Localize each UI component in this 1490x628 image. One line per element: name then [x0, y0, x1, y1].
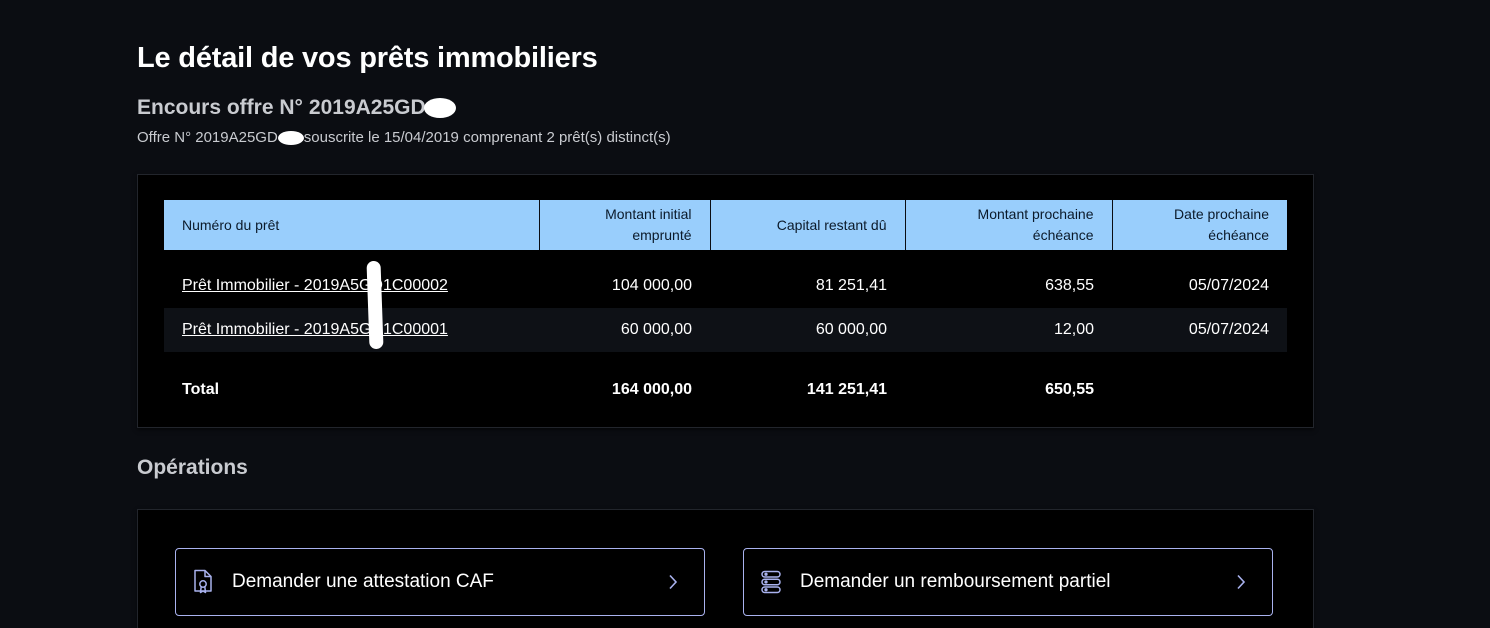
loans-table: Numéro du prêt Montant initial emprunté C… [164, 200, 1287, 428]
chevron-right-icon [1236, 574, 1250, 590]
loan-number-cell: Prêt Immobilier - 2019A5GD1C00001 [164, 308, 539, 352]
next-amount-cell: 638,55 [1045, 277, 1094, 294]
loan-link-1[interactable]: Prêt Immobilier - 2019A5GD1C00002 [182, 277, 448, 294]
offer-subtitle: Encours offre N° 2019A25GD [137, 96, 456, 120]
stacked-coins-icon [760, 569, 782, 595]
remaining-capital-cell: 81 251,41 [815, 277, 887, 294]
remaining-capital-cell: 60 000,00 [710, 308, 905, 352]
initial-amount-cell: 60 000,00 [539, 308, 710, 352]
next-amount-cell: 12,00 [905, 308, 1112, 352]
request-partial-repayment-button[interactable]: Demander un remboursement partiel [743, 548, 1273, 616]
subtitle-offer-number: 2019A25GD [308, 96, 426, 119]
request-partial-repayment-label: Demander un remboursement partiel [800, 571, 1111, 592]
table-row: Prêt Immobilier - 2019A5GD1C00002 104 00… [164, 250, 1287, 308]
offer-suffix: souscrite le 15/04/2019 comprenant 2 prê… [303, 129, 671, 146]
total-label: Total [182, 381, 220, 398]
table-header-row: Numéro du prêt Montant initial emprunté C… [164, 200, 1287, 250]
initial-amount-cell: 104 000,00 [611, 277, 692, 294]
total-next-amount: 650,55 [1045, 381, 1094, 398]
subtitle-prefix: Encours offre N° [137, 96, 303, 119]
column-header-initial-amount: Montant initial emprunté [539, 200, 711, 250]
page-title: Le détail de vos prêts immobiliers [137, 42, 598, 74]
total-initial-amount: 164 000,00 [611, 381, 692, 398]
loan-link-2[interactable]: Prêt Immobilier - 2019A5GD1C00001 [182, 321, 448, 338]
next-date-cell: 05/07/2024 [1188, 277, 1269, 294]
column-header-next-date: Date prochaine échéance [1112, 200, 1287, 250]
total-next-date [1112, 352, 1287, 428]
total-remaining-capital: 141 251,41 [806, 381, 887, 398]
request-caf-certificate-label: Demander une attestation CAF [232, 571, 494, 592]
loan-number-cell: Prêt Immobilier - 2019A5GD1C00002 [164, 250, 539, 308]
offer-description: Offre N° 2019A25GD souscrite le 15/04/201… [137, 129, 671, 146]
column-header-next-amount: Montant prochaine échéance [905, 200, 1113, 250]
operations-title: Opérations [137, 456, 248, 479]
loans-card: Numéro du prêt Montant initial emprunté C… [137, 174, 1314, 428]
chevron-right-icon [668, 574, 682, 590]
offer-prefix: Offre N° 2019A25GD [137, 129, 278, 146]
total-row: Total 164 000,00 141 251,41 650,55 [164, 352, 1287, 428]
column-header-loan-number: Numéro du prêt [164, 200, 540, 250]
table-row: Prêt Immobilier - 2019A5GD1C00001 60 000… [164, 308, 1287, 352]
column-header-remaining-capital: Capital restant dû [710, 200, 906, 250]
next-date-cell: 05/07/2024 [1112, 308, 1287, 352]
document-certificate-icon [192, 569, 214, 595]
operations-card: Demander une attestation CAF Demander un… [137, 509, 1314, 628]
request-caf-certificate-button[interactable]: Demander une attestation CAF [175, 548, 705, 616]
redaction-mark [277, 131, 304, 146]
redaction-mark [423, 98, 456, 119]
